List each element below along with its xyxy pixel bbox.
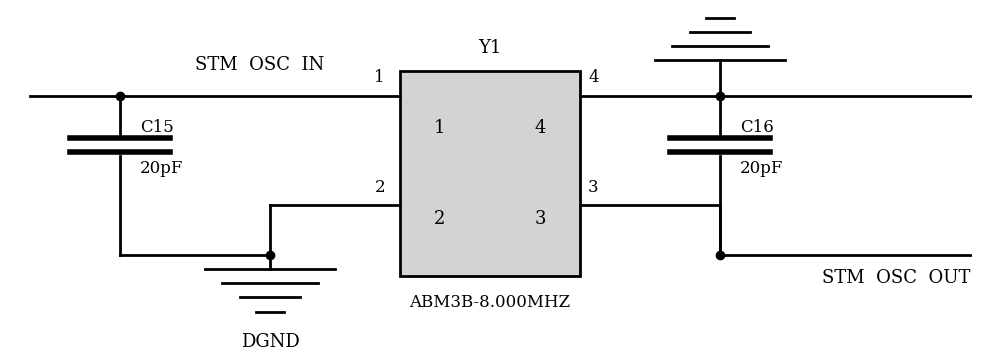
Text: 3: 3 (588, 179, 599, 196)
Text: ABM3B-8.000MHZ: ABM3B-8.000MHZ (409, 294, 571, 311)
Text: 3: 3 (535, 210, 546, 228)
Text: 4: 4 (588, 69, 599, 86)
Text: 2: 2 (374, 179, 385, 196)
Text: STM  OSC  OUT: STM OSC OUT (822, 269, 970, 287)
Text: 20pF: 20pF (140, 160, 183, 177)
Text: 20pF: 20pF (740, 160, 784, 177)
Text: STM  OSC  IN: STM OSC IN (195, 56, 325, 74)
Text: C15: C15 (140, 119, 174, 136)
Text: 1: 1 (374, 69, 385, 86)
Bar (400, 71, 580, 276)
Text: C16: C16 (740, 119, 774, 136)
Text: Y1: Y1 (478, 39, 502, 57)
Text: DGND: DGND (241, 333, 299, 351)
Text: 2: 2 (434, 210, 445, 228)
Text: 4: 4 (535, 119, 546, 137)
Text: 1: 1 (434, 119, 445, 137)
